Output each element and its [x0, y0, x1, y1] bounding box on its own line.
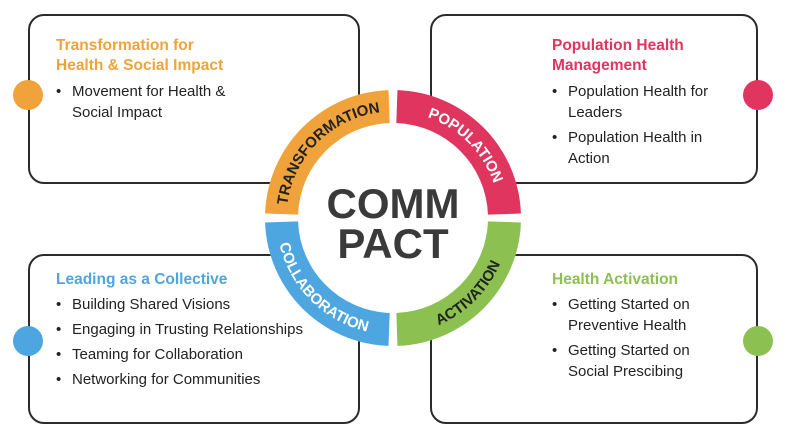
transformation-title-line2: Health & Social Impact [56, 57, 224, 74]
list-item: Getting Started on Preventive Health [552, 294, 727, 336]
activation-dot [743, 326, 773, 356]
population-dot [743, 80, 773, 110]
activation-list: Getting Started on Preventive Health Get… [552, 294, 727, 386]
list-item: Getting Started on Social Prescibing [552, 340, 727, 382]
center-title-line1: COMM [327, 180, 460, 227]
activation-panel: Health Activation Getting Started on Pre… [430, 254, 758, 424]
transformation-dot [13, 80, 43, 110]
list-item: Engaging in Trusting Relationships [56, 319, 306, 340]
population-title-line2: Management [552, 57, 647, 74]
population-title: Population Health Management [552, 36, 684, 76]
activation-title-line1: Health Activation [552, 271, 679, 288]
population-title-line1: Population Health [552, 37, 684, 54]
list-item: Population Health in Action [552, 127, 722, 169]
transformation-segment [265, 90, 390, 215]
activation-segment [396, 221, 521, 346]
collaboration-dot [13, 326, 43, 356]
list-item: Movement for Health & Social Impact [56, 81, 246, 123]
collaboration-title-line1: Leading as a Collective [56, 271, 228, 288]
list-item: Population Health for Leaders [552, 81, 722, 123]
transformation-title-line1: Transformation for [56, 37, 194, 54]
list-item: Building Shared Visions [56, 294, 306, 315]
collaboration-title: Leading as a Collective [56, 270, 227, 290]
list-item: Teaming for Collaboration [56, 344, 306, 365]
transformation-list: Movement for Health & Social Impact [56, 81, 246, 127]
activation-title: Health Activation [552, 270, 678, 290]
center-title-line2: PACT [337, 220, 449, 267]
transformation-title: Transformation for Health & Social Impac… [56, 36, 223, 76]
list-item: Networking for Communities [56, 369, 306, 390]
population-list: Population Health for Leaders Population… [552, 81, 722, 173]
collaboration-segment [265, 221, 390, 346]
wheel-backdrop [265, 90, 521, 346]
transformation-panel: Transformation for Health & Social Impac… [28, 14, 360, 184]
population-segment [396, 90, 521, 215]
collaboration-list: Building Shared Visions Engaging in Trus… [56, 294, 306, 394]
